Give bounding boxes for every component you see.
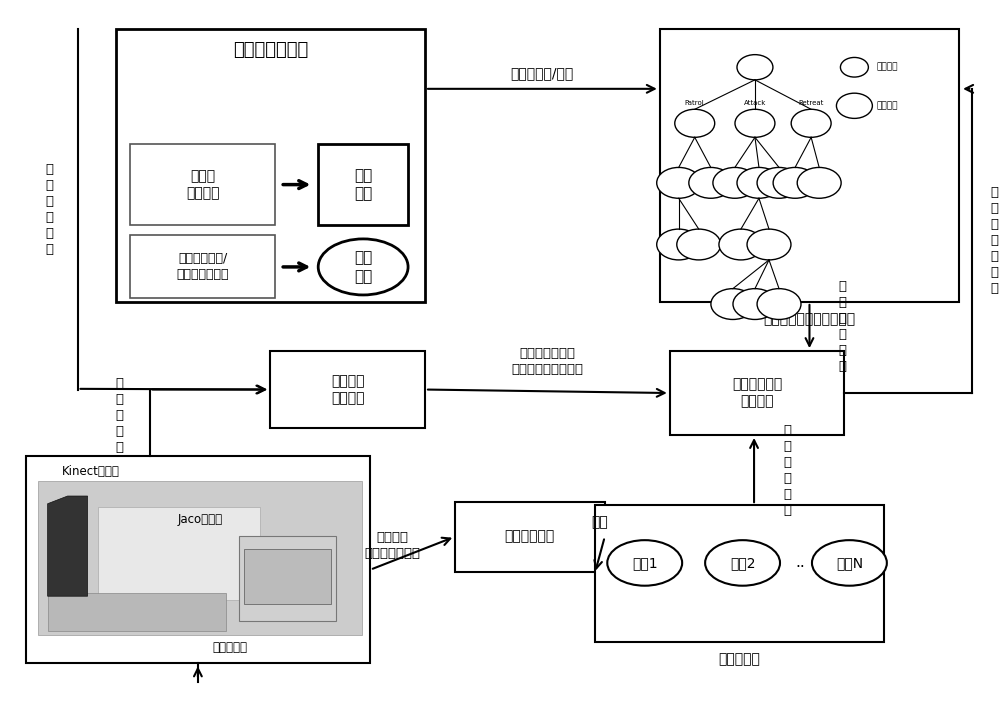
- Circle shape: [657, 229, 701, 260]
- Circle shape: [840, 58, 868, 77]
- Text: 演示轨迹
（位置、姿态）: 演示轨迹 （位置、姿态）: [365, 531, 421, 559]
- Text: 机械臂抓取行为树示意图: 机械臂抓取行为树示意图: [763, 312, 856, 326]
- Text: 分割: 分割: [591, 516, 608, 529]
- Circle shape: [836, 93, 872, 119]
- Circle shape: [689, 168, 733, 198]
- Text: Kinect传感器: Kinect传感器: [62, 465, 119, 478]
- Text: 行
为
树
指
令
发
送: 行 为 树 指 令 发 送: [990, 187, 998, 296]
- Ellipse shape: [318, 239, 408, 295]
- Text: 任
务
执
行
逻
辑: 任 务 执 行 逻 辑: [46, 163, 54, 256]
- Text: 目标位姿
检测模块: 目标位姿 检测模块: [331, 374, 364, 405]
- Text: ..: ..: [796, 555, 805, 571]
- FancyBboxPatch shape: [318, 145, 408, 225]
- Circle shape: [773, 168, 817, 198]
- Text: 机械臂
典型动作: 机械臂 典型动作: [186, 169, 220, 200]
- FancyBboxPatch shape: [48, 592, 226, 631]
- Polygon shape: [48, 496, 88, 596]
- Text: 行为树创建/拓展: 行为树创建/拓展: [511, 67, 574, 81]
- Text: 轨迹分割模块: 轨迹分割模块: [505, 530, 555, 543]
- FancyBboxPatch shape: [130, 145, 275, 225]
- Ellipse shape: [607, 540, 682, 585]
- Circle shape: [737, 168, 781, 198]
- Circle shape: [797, 168, 841, 198]
- Text: 行为
节点: 行为 节点: [354, 168, 372, 201]
- Circle shape: [657, 168, 701, 198]
- Text: Retreat: Retreat: [798, 100, 824, 107]
- Text: 动态运动基元
泛化模块: 动态运动基元 泛化模块: [732, 378, 782, 409]
- FancyBboxPatch shape: [244, 549, 331, 604]
- Circle shape: [677, 229, 721, 260]
- Text: Attack: Attack: [744, 100, 766, 107]
- Circle shape: [791, 110, 831, 138]
- Circle shape: [747, 229, 791, 260]
- Text: 基元2: 基元2: [730, 556, 755, 570]
- Circle shape: [757, 289, 801, 319]
- FancyBboxPatch shape: [670, 351, 844, 435]
- Text: 是否靠近物体/
是否到达目标点: 是否靠近物体/ 是否到达目标点: [177, 253, 229, 282]
- FancyBboxPatch shape: [455, 502, 605, 571]
- Circle shape: [713, 168, 757, 198]
- Text: 控制节点: 控制节点: [876, 62, 898, 72]
- FancyBboxPatch shape: [98, 508, 260, 600]
- FancyBboxPatch shape: [26, 456, 370, 663]
- Circle shape: [733, 289, 777, 319]
- Text: 行
为
节
点
泛
化: 行 为 节 点 泛 化: [838, 280, 846, 373]
- Text: 新任务目标位姿
（位置、姿态）检测: 新任务目标位姿 （位置、姿态）检测: [511, 347, 583, 376]
- Ellipse shape: [705, 540, 780, 585]
- FancyBboxPatch shape: [116, 29, 425, 302]
- Text: Patrol: Patrol: [685, 100, 705, 107]
- Text: 行为节点: 行为节点: [876, 101, 898, 110]
- Text: 动作基元库: 动作基元库: [719, 652, 761, 666]
- Text: Jaco机械臂: Jaco机械臂: [178, 512, 223, 526]
- FancyBboxPatch shape: [660, 29, 959, 302]
- Circle shape: [737, 55, 773, 80]
- Text: 基元1: 基元1: [632, 556, 658, 570]
- Text: 上位机系统: 上位机系统: [213, 641, 248, 654]
- Text: 基元N: 基元N: [836, 556, 863, 570]
- Text: 行
为
节
点
选
择: 行 为 节 点 选 择: [783, 423, 791, 517]
- Text: 条件
节点: 条件 节点: [354, 250, 372, 284]
- FancyBboxPatch shape: [38, 481, 362, 635]
- Circle shape: [719, 229, 763, 260]
- Circle shape: [735, 110, 775, 138]
- Circle shape: [757, 168, 801, 198]
- FancyBboxPatch shape: [130, 235, 275, 298]
- FancyBboxPatch shape: [239, 536, 336, 621]
- FancyBboxPatch shape: [595, 505, 884, 642]
- FancyBboxPatch shape: [270, 351, 425, 428]
- Ellipse shape: [812, 540, 887, 585]
- Text: 行为树设计模块: 行为树设计模块: [233, 41, 308, 59]
- Circle shape: [675, 110, 715, 138]
- Text: 新
任
务
执
行: 新 任 务 执 行: [116, 377, 124, 454]
- Circle shape: [711, 289, 755, 319]
